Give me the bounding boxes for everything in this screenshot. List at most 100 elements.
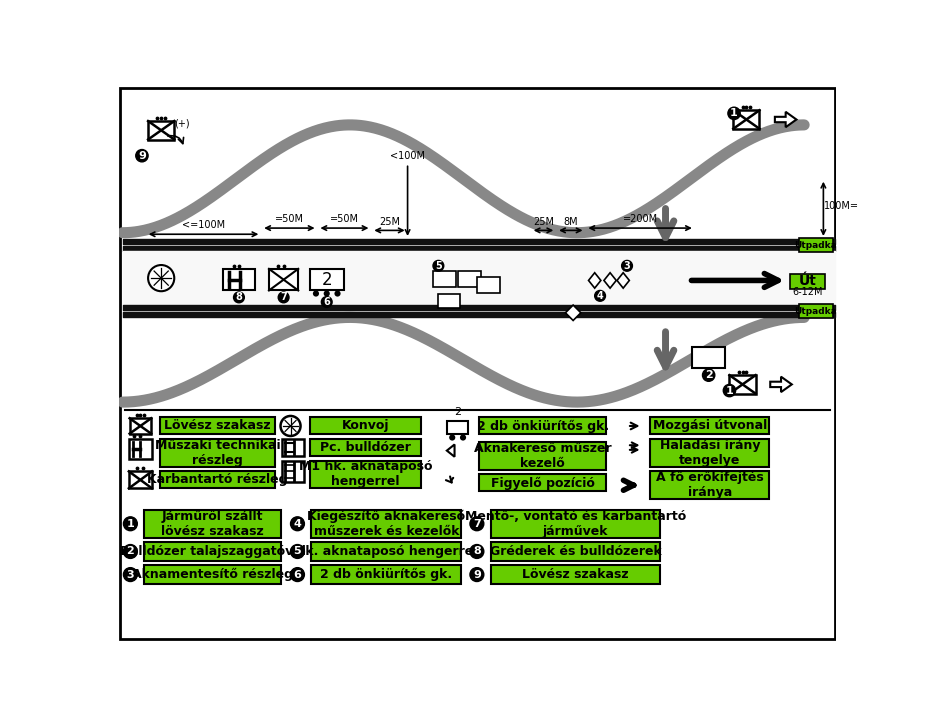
Polygon shape [774,112,797,127]
Text: Pc. bulldózer: Pc. bulldózer [321,441,411,454]
Text: 7: 7 [281,292,287,302]
FancyBboxPatch shape [311,510,461,538]
Text: 4: 4 [294,518,301,528]
FancyBboxPatch shape [491,542,660,561]
Text: 4: 4 [596,291,603,301]
FancyBboxPatch shape [479,474,606,492]
Circle shape [281,416,300,436]
Bar [282,439,304,456]
Text: 1: 1 [726,385,733,395]
FancyBboxPatch shape [790,274,825,289]
Circle shape [470,567,484,582]
Circle shape [433,261,444,271]
Text: A fő erőkifejtés
iránya: A fő erőkifejtés iránya [656,471,763,500]
Text: Gréderek és bulldózerek: Gréderek és bulldózerek [489,545,662,558]
Circle shape [728,107,740,120]
FancyBboxPatch shape [311,542,461,561]
FancyBboxPatch shape [491,510,660,538]
Text: 9: 9 [138,150,146,161]
Text: Lövész szakasz: Lövész szakasz [522,568,629,581]
Text: 100M=: 100M= [824,201,859,211]
FancyBboxPatch shape [651,472,770,499]
Text: =200M: =200M [623,215,658,224]
Bar [433,271,456,287]
Text: 2: 2 [322,271,332,289]
Circle shape [449,434,456,441]
Text: 3: 3 [624,261,630,271]
Polygon shape [446,444,455,456]
Text: Út: Út [799,274,816,288]
Text: Műszaki technikai
részleg: Műszaki technikai részleg [155,439,281,467]
Text: Járműről szállt
lövész szakasz: Járműről szállt lövész szakasz [161,510,264,538]
Circle shape [136,150,148,162]
Circle shape [291,567,305,582]
Text: 25M: 25M [533,217,554,227]
Text: Figyelő pozíció: Figyelő pozíció [491,477,595,490]
Bar [733,110,760,129]
Text: 3: 3 [127,570,134,580]
Text: 2 db önkiürítős gk.: 2 db önkiürítős gk. [321,568,452,581]
FancyBboxPatch shape [311,565,461,584]
FancyBboxPatch shape [144,542,281,561]
FancyBboxPatch shape [309,418,421,434]
Circle shape [291,517,305,531]
Text: Utpadka: Utpadka [794,240,837,250]
Circle shape [323,290,330,297]
Text: 5: 5 [294,546,301,557]
Text: 8: 8 [473,546,481,557]
Text: Hk. aknataposó hengerrel: Hk. aknataposó hengerrel [295,545,477,558]
FancyBboxPatch shape [651,439,770,467]
FancyBboxPatch shape [309,439,421,456]
FancyBboxPatch shape [144,565,281,584]
Polygon shape [770,377,792,392]
Text: 2: 2 [127,546,134,557]
Text: Utpadka: Utpadka [794,307,837,316]
Text: 6-12M: 6-12M [792,287,822,297]
Text: Mentő-, vontató és karbantartó
járművek: Mentő-, vontató és karbantartó járművek [465,510,686,538]
Bar [446,420,469,434]
Circle shape [291,544,305,559]
Circle shape [123,517,137,531]
FancyBboxPatch shape [144,510,281,538]
FancyBboxPatch shape [491,565,660,584]
Text: =50M: =50M [275,215,304,224]
Circle shape [470,517,484,531]
Circle shape [723,384,735,397]
Text: 2: 2 [705,370,713,380]
Text: 2: 2 [454,408,461,418]
Text: <=100M: <=100M [182,220,226,230]
FancyBboxPatch shape [159,418,275,434]
FancyBboxPatch shape [651,418,770,434]
Circle shape [335,290,340,297]
Text: 7: 7 [473,518,481,528]
Text: 1: 1 [127,518,134,528]
Circle shape [234,292,244,303]
Text: 6: 6 [294,570,301,580]
Bar [282,461,304,482]
Polygon shape [588,273,601,288]
Text: Konvoj: Konvoj [342,420,390,433]
Text: =50M: =50M [330,215,359,224]
Bar [223,269,255,290]
Bar [458,271,481,287]
Text: 8M: 8M [564,217,578,227]
FancyBboxPatch shape [159,439,275,467]
Circle shape [470,544,484,559]
Circle shape [622,261,633,271]
Bar [269,269,298,290]
Polygon shape [617,273,629,288]
Bar [692,346,725,368]
FancyBboxPatch shape [309,461,421,488]
Circle shape [703,369,715,382]
Bar [129,439,152,459]
Text: 6: 6 [323,297,330,307]
Text: Aknamentesítő részleg: Aknamentesítő részleg [132,568,294,581]
FancyBboxPatch shape [479,442,606,470]
Circle shape [322,297,332,307]
FancyBboxPatch shape [479,418,606,434]
Text: 25M: 25M [379,217,400,227]
Polygon shape [566,305,581,320]
Text: Aknakereső műszer
kezelő: Aknakereső műszer kezelő [473,442,611,470]
Bar [129,472,152,488]
Text: 1: 1 [730,108,738,118]
